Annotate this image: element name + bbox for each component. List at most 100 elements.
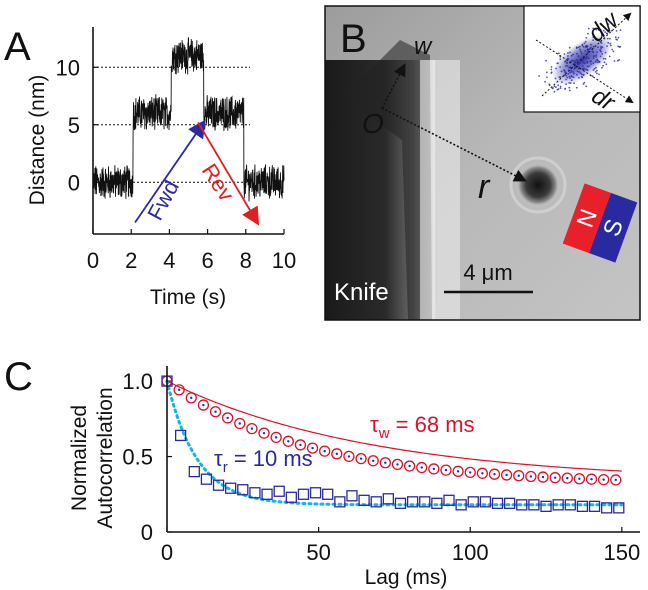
point-r — [455, 499, 467, 511]
point-r — [346, 490, 358, 502]
inset-point — [596, 72, 598, 75]
inset-point — [582, 61, 585, 64]
point-r — [382, 493, 395, 505]
point-w — [197, 399, 210, 411]
x-tick-label: 150 — [603, 540, 640, 565]
y-tick-label: 0 — [141, 520, 153, 545]
inset-point — [579, 45, 581, 48]
inset-point — [609, 37, 611, 40]
point-w-center — [299, 443, 302, 447]
point-r — [370, 496, 382, 508]
x-tick-label: 100 — [452, 540, 489, 565]
point-w — [561, 472, 573, 484]
point-r — [200, 473, 213, 485]
x-tick-labels: 0 50 100 150 — [161, 527, 640, 565]
inset-point — [576, 70, 579, 73]
inset-point — [587, 27, 590, 30]
point-r — [528, 499, 540, 511]
inset-point — [572, 53, 575, 56]
inset-point — [592, 27, 595, 30]
inset-point — [555, 67, 557, 70]
dw-axis-arrow — [541, 12, 632, 97]
inset-point — [555, 86, 557, 88]
inset-point — [598, 61, 601, 63]
inset-point — [602, 29, 605, 32]
inset-point — [565, 65, 567, 67]
inset-point — [571, 76, 573, 78]
point-w — [500, 469, 513, 481]
inset-point — [593, 67, 596, 70]
tau-w-symbol: τ — [370, 412, 379, 437]
inset-point — [595, 66, 597, 69]
inset-point — [617, 59, 619, 62]
inset-point — [590, 43, 592, 46]
point-r — [322, 488, 334, 500]
inset-point — [604, 57, 607, 60]
x-tick-label: 4 — [163, 248, 175, 273]
inset-point — [597, 46, 599, 49]
inset-point — [573, 60, 576, 62]
point-w-center — [444, 468, 448, 472]
inset-point — [618, 59, 621, 61]
point-w-center — [287, 440, 290, 443]
point-w-center — [250, 427, 254, 430]
inset-point — [619, 29, 622, 31]
inset-point — [601, 46, 604, 48]
point-w-center — [517, 474, 520, 477]
inset-point — [575, 52, 578, 55]
dr-axis-arrow — [535, 39, 634, 104]
inset-point — [594, 61, 597, 63]
inset-point — [556, 62, 559, 65]
tau-w-subscript: w — [378, 425, 390, 442]
point-w-center — [408, 464, 411, 468]
point-w-center — [347, 455, 351, 458]
inset-point — [582, 68, 584, 70]
r-label: r — [478, 168, 491, 206]
inset-point — [619, 45, 622, 48]
point-r — [225, 482, 237, 494]
inset-point — [577, 55, 580, 57]
point-w — [391, 458, 404, 471]
point-w — [343, 450, 355, 463]
point-w-center — [177, 388, 181, 392]
inset-point — [584, 57, 587, 59]
inset-point — [563, 69, 565, 71]
inset-point — [579, 48, 581, 51]
point-w — [319, 445, 331, 457]
tau-r-annotation: τr = 10 ms — [214, 446, 313, 476]
point-r — [174, 429, 187, 442]
point-w-center — [493, 473, 496, 476]
point-r — [419, 496, 431, 508]
inset-point — [600, 50, 602, 53]
point-w — [416, 461, 428, 474]
inset-point — [559, 66, 561, 68]
point-w-center — [359, 457, 363, 460]
inset-point — [569, 71, 572, 74]
inset-point — [575, 59, 578, 61]
inset-point — [610, 44, 612, 47]
inset-point — [607, 23, 610, 25]
inset-point — [566, 65, 569, 67]
inset-point — [568, 86, 571, 89]
point-w-center — [566, 476, 569, 480]
inset-point — [591, 75, 594, 78]
inset-point — [585, 36, 588, 39]
inset-point — [596, 69, 598, 72]
inset-point — [570, 70, 573, 73]
inset-point — [599, 49, 601, 51]
point-w-center — [456, 470, 460, 473]
point-r — [491, 497, 504, 509]
panel-c: C Normalized Autocorrelation 0 0.5 1.0 0 50… — [4, 355, 640, 589]
inset-point — [548, 84, 551, 87]
point-w-center — [190, 396, 193, 400]
point-w — [525, 470, 537, 483]
inset-point — [604, 51, 607, 54]
inset-point — [588, 65, 590, 67]
inset-point — [567, 58, 570, 61]
magnetic-bead — [516, 163, 560, 207]
inset-point — [605, 63, 608, 66]
inset-point — [566, 76, 569, 79]
inset-point — [579, 72, 582, 75]
magnet-icon: N S — [562, 183, 638, 263]
inset-point — [595, 56, 597, 58]
